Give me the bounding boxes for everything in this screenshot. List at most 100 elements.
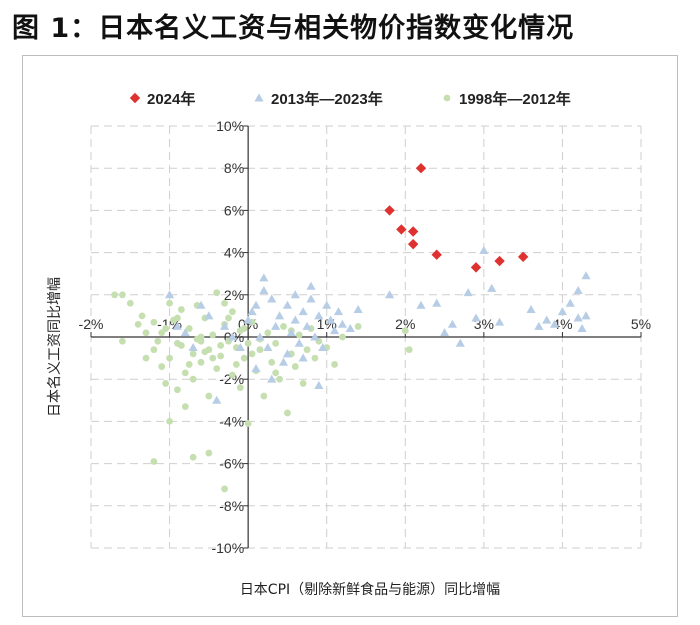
data-point — [142, 354, 150, 362]
data-point — [177, 342, 185, 349]
data-point — [225, 314, 232, 322]
data-point — [221, 485, 228, 493]
data-point — [244, 420, 252, 427]
data-point — [573, 313, 583, 322]
data-point — [189, 350, 197, 358]
data-point — [166, 299, 173, 307]
data-point — [302, 321, 312, 330]
data-point — [259, 273, 269, 282]
data-point — [534, 321, 544, 330]
y-tick-label: 2% — [224, 287, 244, 303]
data-point — [354, 323, 362, 330]
data-point — [188, 342, 198, 351]
data-point — [318, 342, 328, 351]
data-point — [205, 392, 213, 400]
data-point — [268, 358, 276, 366]
data-point — [470, 262, 482, 273]
y-tick-label: -6% — [219, 456, 244, 472]
data-point — [219, 321, 230, 330]
data-point — [339, 333, 346, 341]
data-point — [581, 311, 591, 320]
data-point — [299, 380, 307, 387]
data-point — [314, 311, 324, 320]
data-point — [259, 285, 269, 295]
data-point — [415, 163, 427, 174]
data-point — [189, 375, 197, 383]
data-point — [333, 307, 344, 316]
data-point — [276, 375, 283, 383]
data-point — [236, 384, 244, 392]
data-point — [158, 363, 166, 370]
data-point — [174, 314, 181, 322]
data-point — [221, 299, 228, 307]
data-point — [471, 313, 481, 322]
data-point — [526, 304, 536, 314]
legend-label: 2024年 — [147, 90, 195, 108]
data-point — [396, 224, 407, 235]
data-point — [197, 333, 205, 341]
data-point — [256, 346, 264, 354]
data-point — [329, 326, 340, 335]
data-point — [205, 449, 213, 457]
data-point — [247, 307, 257, 316]
data-point — [267, 294, 277, 303]
data-point — [263, 342, 273, 351]
data-point — [282, 300, 293, 309]
data-point — [353, 304, 363, 314]
data-point — [463, 288, 473, 297]
data-point — [326, 315, 336, 324]
data-point — [286, 328, 296, 337]
data-point — [322, 300, 332, 309]
data-point — [150, 318, 158, 326]
data-point — [209, 354, 217, 362]
data-point — [134, 320, 142, 328]
data-point — [487, 283, 497, 292]
data-point — [138, 312, 146, 320]
data-point — [213, 289, 221, 297]
data-point — [407, 226, 419, 237]
data-point — [209, 331, 217, 339]
data-point — [494, 317, 505, 326]
data-point — [229, 371, 236, 379]
data-point — [517, 251, 529, 263]
data-point — [166, 354, 173, 362]
legend-marker — [254, 93, 264, 102]
data-point — [217, 342, 225, 349]
data-point — [255, 332, 265, 341]
data-point — [174, 386, 181, 394]
data-point — [162, 325, 170, 332]
data-point — [185, 325, 193, 332]
data-point — [181, 403, 189, 411]
y-tick-label: -10% — [211, 540, 244, 556]
data-point — [494, 255, 505, 267]
data-point — [294, 338, 304, 347]
x-tick-label: 4% — [552, 316, 572, 332]
data-point — [542, 315, 552, 324]
data-point — [298, 307, 308, 316]
data-point — [185, 361, 193, 368]
data-point — [201, 348, 209, 356]
data-point — [274, 311, 285, 320]
data-point — [126, 299, 134, 307]
data-point — [272, 369, 280, 377]
data-point — [306, 281, 316, 290]
x-tick-label: -2% — [79, 316, 104, 332]
y-axis-title: 日本名义工资同比增幅 — [47, 277, 63, 417]
data-point — [331, 361, 338, 368]
data-point — [150, 346, 158, 354]
x-axis-title: 日本CPI（剔除新鲜食品与能源）同比增幅 — [240, 581, 500, 598]
data-point — [235, 342, 245, 351]
data-point — [432, 298, 442, 307]
data-point — [565, 298, 575, 307]
data-point — [290, 315, 300, 324]
y-tick-label: 6% — [224, 202, 244, 218]
data-point — [119, 337, 126, 345]
series-2 — [164, 245, 591, 404]
data-point — [264, 329, 272, 337]
data-point — [310, 332, 320, 341]
chart-frame: -2%-1%0%1%2%3%4%5%10%8%6%4%2%0%-2%-4%-6%… — [22, 55, 678, 617]
data-point — [549, 319, 560, 328]
y-tick-label: -4% — [219, 413, 244, 429]
data-point — [217, 352, 225, 360]
data-point — [180, 328, 190, 337]
